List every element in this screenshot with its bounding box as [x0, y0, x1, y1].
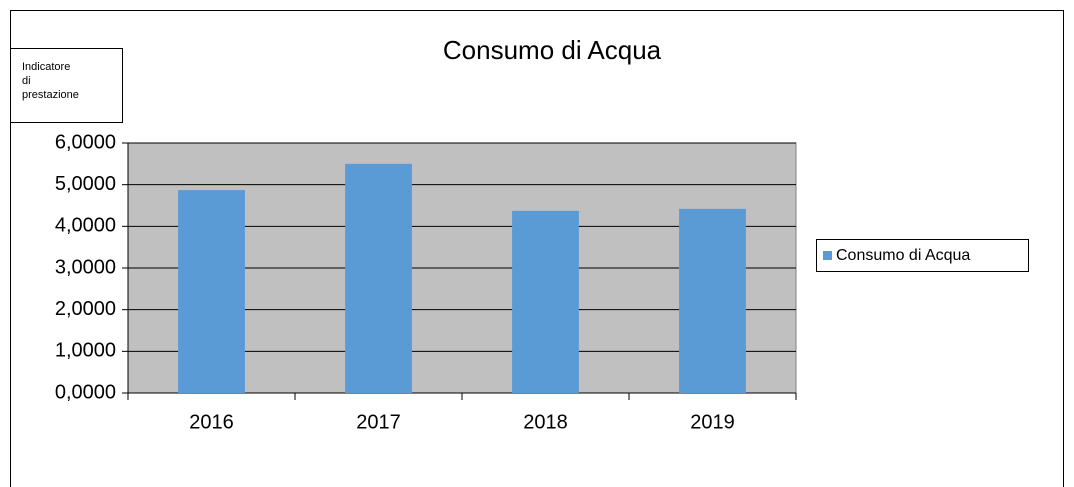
bar: [345, 163, 412, 393]
legend-label: Consumo di Acqua: [836, 247, 970, 264]
legend-box: [816, 239, 1029, 272]
chart-title: Consumo di Acqua: [443, 35, 662, 65]
y-tick-label: 2,0000: [55, 298, 116, 320]
y-tick-label: 0,0000: [55, 381, 116, 403]
y-axis-label: Indicatore: [22, 61, 70, 73]
x-tick-label: 2018: [523, 411, 568, 433]
y-label-box: [10, 48, 123, 123]
x-tick-label: 2019: [690, 411, 735, 433]
y-tick-label: 5,0000: [55, 173, 116, 195]
y-tick-label: 4,0000: [55, 215, 116, 237]
x-tick-label: 2016: [189, 411, 234, 433]
y-axis-label: prestazione: [22, 89, 79, 101]
chart-frame: [10, 10, 1064, 487]
bar: [178, 190, 245, 393]
x-tick-label: 2017: [356, 411, 401, 433]
bar: [679, 208, 746, 393]
y-axis-label: di: [22, 75, 31, 87]
y-tick-label: 6,0000: [55, 131, 116, 153]
y-tick-label: 1,0000: [55, 340, 116, 362]
y-tick-label: 3,0000: [55, 256, 116, 278]
bar: [512, 210, 579, 393]
legend-swatch: [823, 251, 832, 260]
